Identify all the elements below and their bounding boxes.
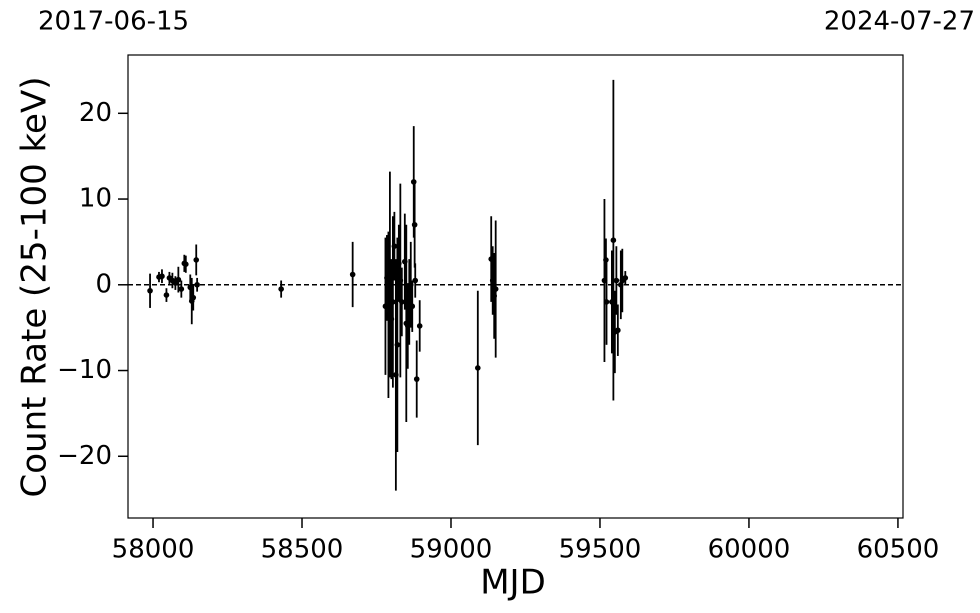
data-point: [475, 365, 481, 371]
data-point: [163, 292, 170, 298]
data-point: [194, 281, 200, 288]
data-point: [390, 299, 396, 305]
y-tick-label: 0: [95, 269, 112, 299]
data-point: [492, 286, 499, 292]
top-left-label: 2017-06-15: [38, 7, 189, 37]
x-axis-label: MJD: [480, 563, 546, 603]
data-point: [416, 323, 423, 329]
x-tick-label: 59500: [559, 535, 642, 565]
data-point: [413, 376, 420, 382]
data-point: [147, 287, 153, 294]
x-tick-label: 59000: [410, 535, 493, 565]
x-tick-label: 58500: [261, 535, 344, 565]
data-point: [193, 257, 200, 263]
x-tick-label: 60500: [857, 535, 940, 565]
top-right-label: 2024-07-27: [824, 7, 975, 37]
data-point: [610, 237, 617, 243]
data-point: [613, 277, 620, 284]
y-tick-label: −10: [57, 355, 112, 385]
data-point: [183, 261, 189, 268]
data-point: [615, 327, 621, 334]
y-tick-label: 20: [79, 98, 112, 128]
data-point: [411, 221, 418, 228]
y-tick-label: −20: [57, 441, 112, 471]
x-tick-label: 58000: [112, 535, 195, 565]
data-point: [391, 243, 398, 250]
data-point: [409, 303, 416, 310]
data-point: [175, 276, 182, 283]
data-point: [178, 286, 185, 292]
y-axis-label: Count Rate (25-100 keV): [15, 77, 55, 498]
data-point: [349, 271, 356, 278]
data-point: [278, 286, 284, 292]
data-point: [603, 299, 610, 305]
data-point: [394, 342, 401, 348]
data-point: [399, 299, 405, 305]
data-point: [622, 275, 629, 281]
plot-frame: [127, 54, 904, 519]
y-tick-label: 10: [79, 184, 112, 214]
data-point: [159, 273, 165, 280]
data-point: [412, 277, 419, 284]
x-tick-label: 60000: [708, 535, 791, 565]
data-point: [190, 294, 197, 301]
